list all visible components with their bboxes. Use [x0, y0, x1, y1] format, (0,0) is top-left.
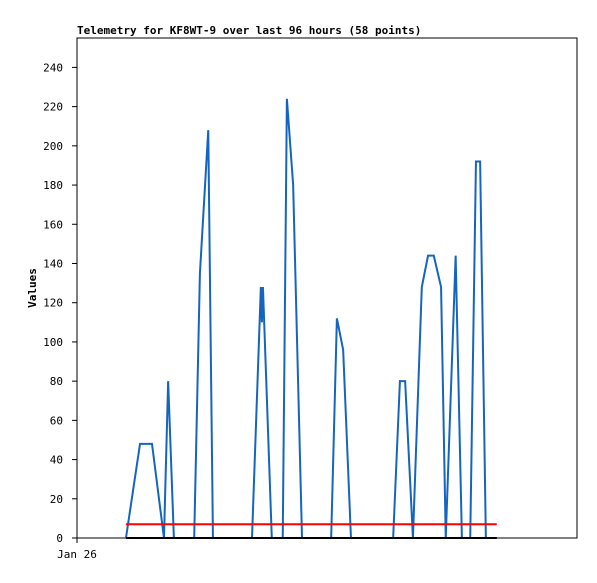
plot-frame — [76, 37, 578, 539]
y-tick-label: 40 — [50, 454, 63, 467]
y-tick-label: 140 — [43, 257, 63, 270]
y-axis-label: Values — [26, 268, 39, 308]
series-line — [124, 98, 487, 539]
y-tick-label: 0 — [56, 532, 63, 545]
y-tick-label: 20 — [50, 493, 63, 506]
y-tick-label: 200 — [43, 140, 63, 153]
y-tick-label: 80 — [50, 375, 63, 388]
y-tick-label: 160 — [43, 218, 63, 231]
y-tick-label: 60 — [50, 414, 63, 427]
y-tick-label: 120 — [43, 297, 63, 310]
y-tick-label: 220 — [43, 101, 63, 114]
y-tick-label: 100 — [43, 336, 63, 349]
chart-title: Telemetry for KF8WT-9 over last 96 hours… — [77, 24, 421, 37]
y-tick-label: 240 — [43, 61, 63, 74]
y-tick-label: 180 — [43, 179, 63, 192]
x-tick-label: Jan 26 — [57, 548, 97, 561]
